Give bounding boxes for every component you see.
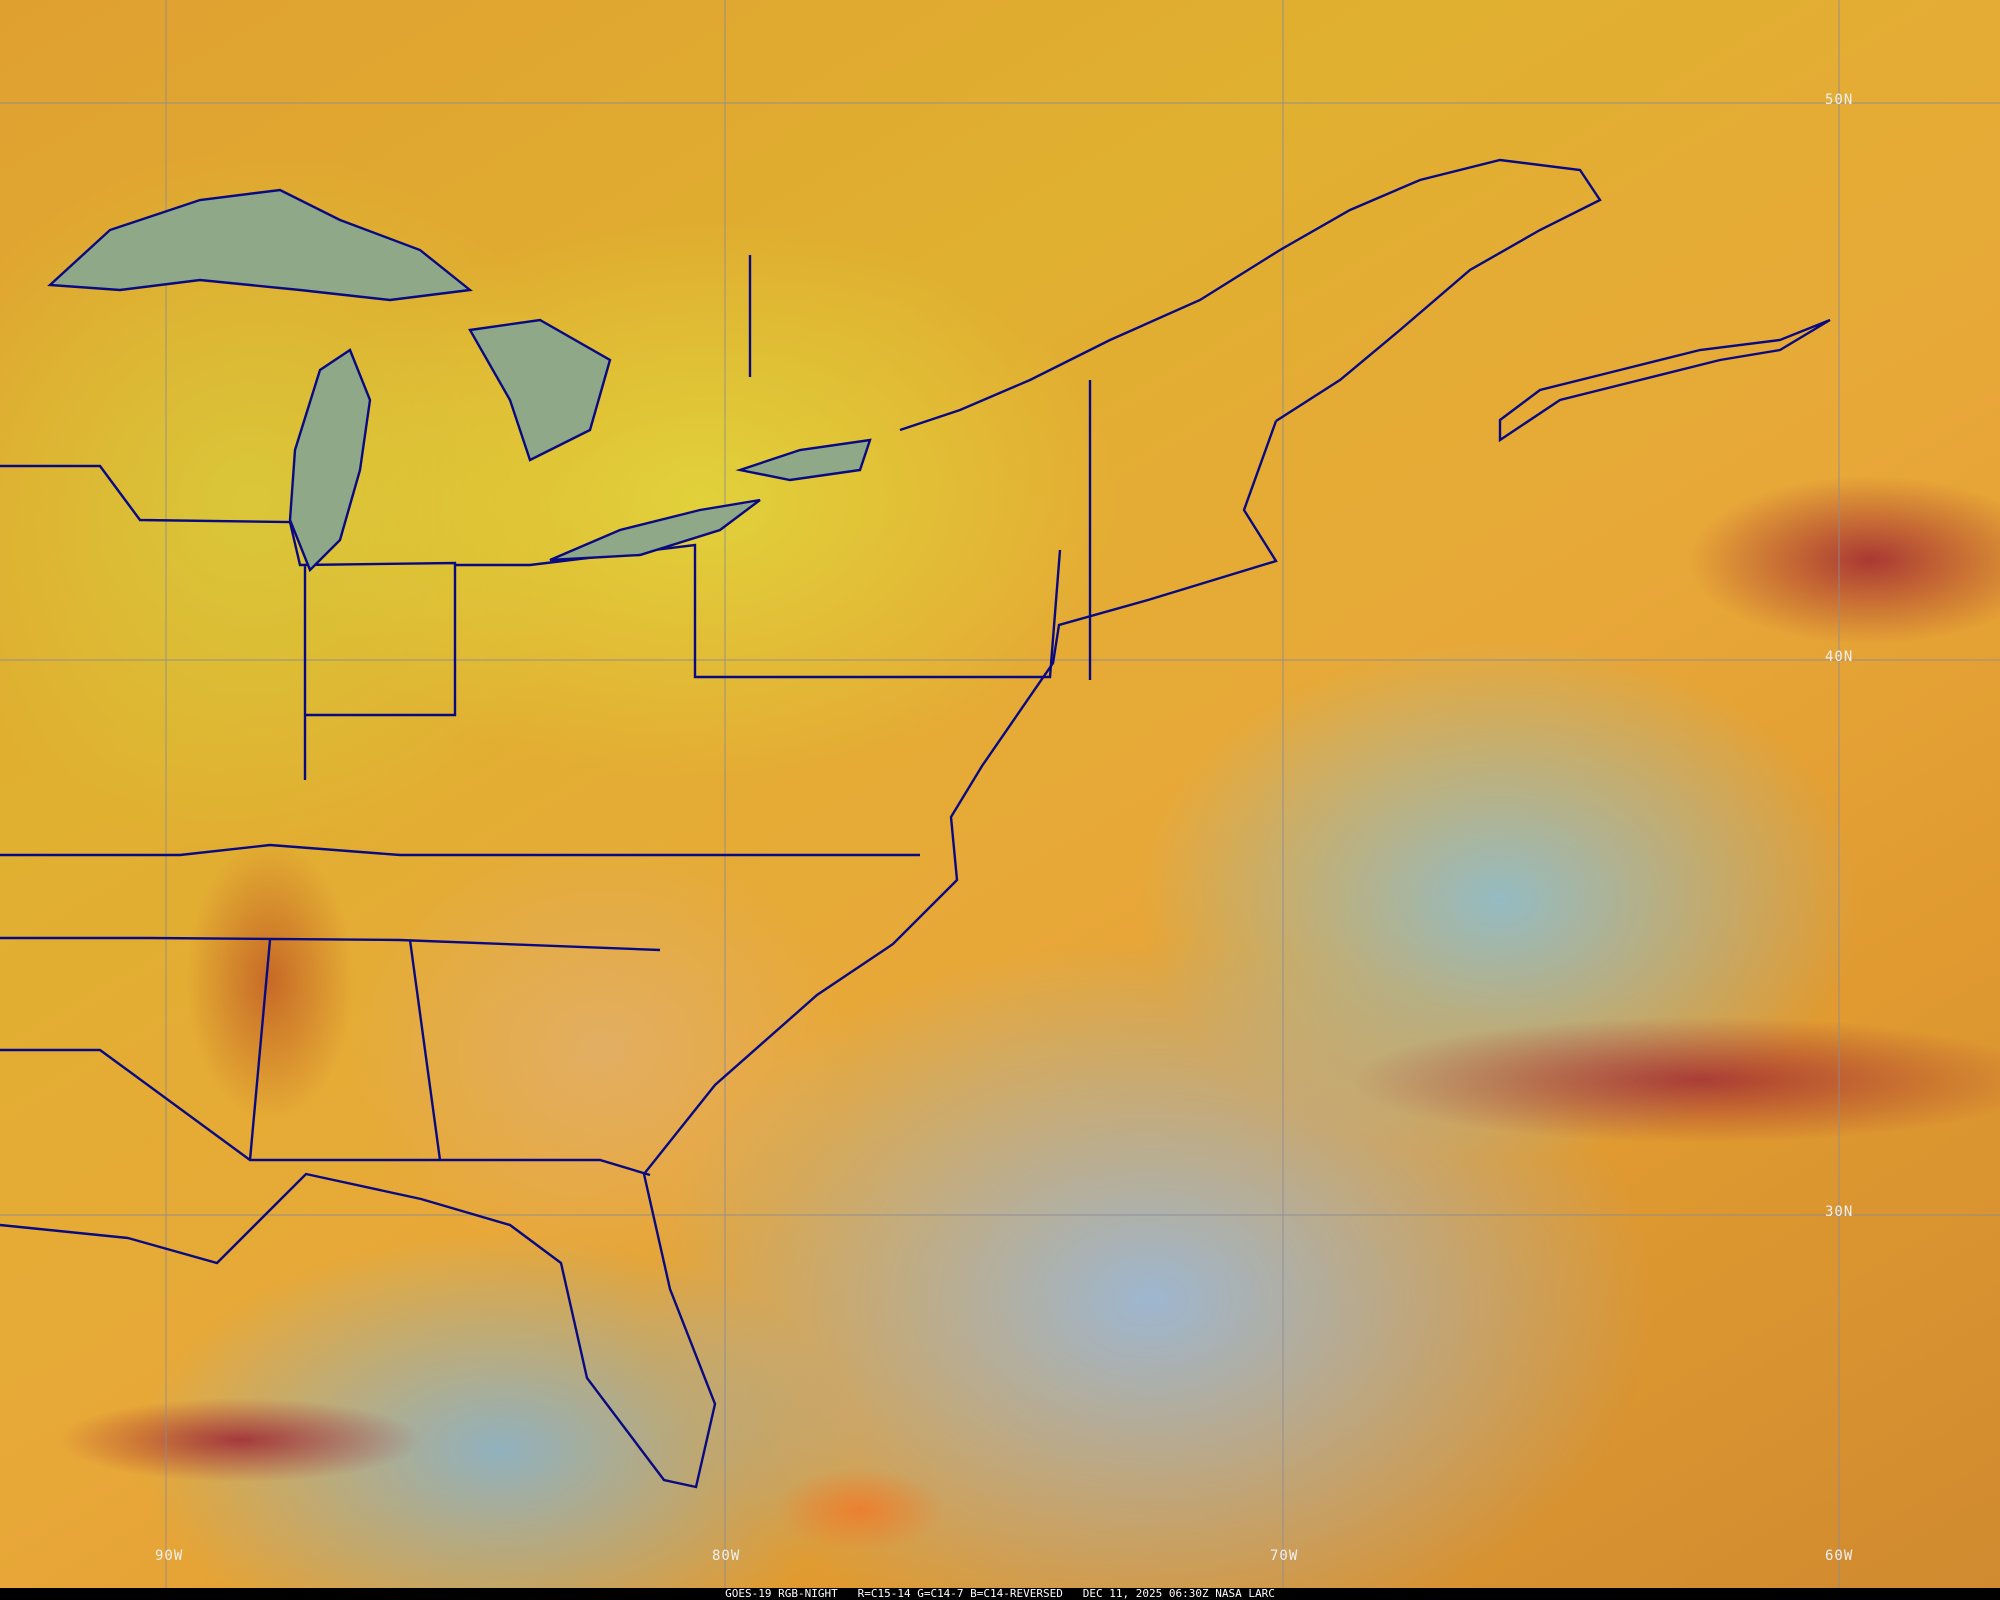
image-caption-bar: GOES-19 RGB-NIGHT R=C15-14 G=C14-7 B=C14… <box>0 1588 2000 1600</box>
nova-scotia-outline <box>1498 318 1831 443</box>
caption-channels: R=C15-14 G=C14-7 B=C14-REVERSED <box>857 1587 1063 1600</box>
lake-ontario <box>735 438 872 482</box>
lake-michigan <box>288 348 372 573</box>
east-coast-outline <box>0 420 1278 1489</box>
caption-satellite: GOES-19 RGB-NIGHT <box>725 1587 838 1600</box>
lake-superior <box>47 188 473 302</box>
borders-outline <box>0 255 1092 1177</box>
caption-credit: NASA LARC <box>1215 1587 1275 1600</box>
lat-label-30n: 30N <box>1825 1204 1854 1220</box>
lake-huron <box>468 318 612 462</box>
canada-coast-outline <box>899 158 1602 432</box>
caption-datetime: DEC 11, 2025 06:30Z <box>1082 1587 1209 1600</box>
lon-label-70w: 70W <box>1270 1548 1299 1564</box>
lon-label-60w: 60W <box>1825 1548 1854 1564</box>
lon-label-80w: 80W <box>712 1548 741 1564</box>
lake-erie <box>549 498 761 562</box>
lon-label-90w: 90W <box>155 1548 184 1564</box>
lat-label-50n: 50N <box>1825 92 1854 108</box>
lat-label-40n: 40N <box>1825 649 1854 665</box>
